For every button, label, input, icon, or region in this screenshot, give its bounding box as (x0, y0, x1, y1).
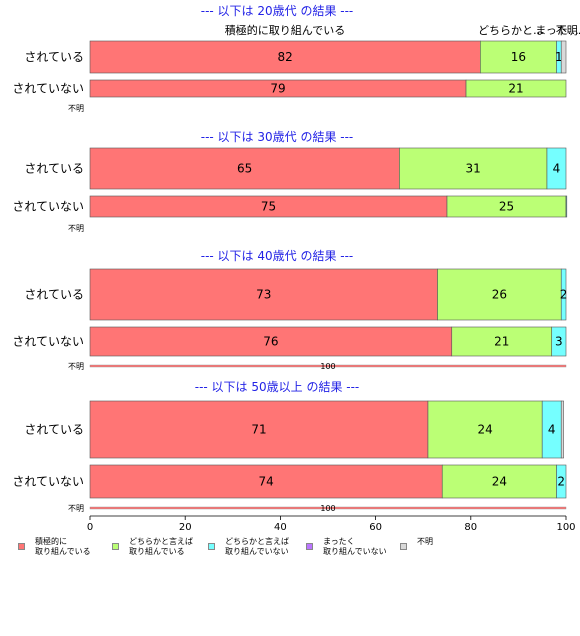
bar-value-label: 2 (557, 475, 565, 489)
row-label: されている (24, 162, 84, 176)
legend-label-line1: 積極的に (35, 537, 67, 546)
bar-value-label: 73 (256, 288, 271, 302)
bar-segment (437, 268, 562, 321)
bar-segment (441, 464, 557, 499)
top-segment-label: 積極的に取り組んでいる (225, 23, 345, 37)
row-label: されていない (12, 475, 84, 489)
x-tick-label: 40 (274, 522, 287, 533)
bar-value-label: 26 (492, 288, 507, 302)
bar-value-label: 79 (270, 82, 285, 96)
bar-segment (399, 147, 548, 190)
bar-segment (451, 326, 553, 357)
bar-value-label: 24 (477, 423, 492, 437)
bar-segment (89, 400, 429, 459)
bar-segment (560, 40, 567, 74)
bar-segment (560, 400, 564, 459)
legend-swatch-active (18, 543, 25, 550)
bar-value-label: 75 (261, 200, 276, 214)
bar-segment (565, 195, 568, 218)
group-title: --- 以下は 20歳代 の結果 --- (201, 4, 354, 18)
row-label: されている (24, 288, 84, 302)
legend-swatch-unknown (400, 543, 407, 550)
bar-segment (560, 268, 567, 321)
bar-value-label: 24 (492, 475, 507, 489)
group-title: --- 以下は 30歳代 の結果 --- (201, 130, 354, 144)
bar-value-label: 65 (237, 162, 252, 176)
row-label: されていない (12, 82, 84, 96)
legend-label-line1: どちらかと言えば (225, 537, 289, 546)
row-label: されている (24, 423, 84, 437)
legend-label-line1: まったく (323, 537, 355, 546)
bar-segment (89, 464, 443, 499)
bar-segment (551, 326, 567, 357)
bar-segment (89, 268, 438, 321)
x-tick-label: 80 (464, 522, 477, 533)
bar-value-label: 71 (251, 423, 266, 437)
top-segment-label: 不明... (556, 24, 580, 37)
bar-value-label: 2 (560, 288, 568, 302)
bar-value-label: 76 (263, 335, 278, 349)
unknown-value-label: 100 (320, 362, 335, 371)
legend-label-line1: 不明 (417, 537, 433, 546)
top-segment-label: まった… (535, 24, 579, 37)
unknown-row-label: 不明 (68, 504, 84, 513)
row-label: されていない (12, 200, 84, 214)
bar-value-label: 4 (548, 423, 556, 437)
x-tick-label: 20 (179, 522, 192, 533)
x-tick-label: 0 (87, 522, 93, 533)
bar-value-label: 16 (511, 50, 526, 64)
unknown-row-label: 不明 (68, 104, 84, 113)
unknown-row-label: 不明 (68, 362, 84, 371)
bar-value-label: 25 (499, 200, 514, 214)
bar-segment (427, 400, 543, 459)
x-tick-label: 60 (369, 522, 382, 533)
legend: 積極的に 取り組んでいる どちらかと言えば 取り組んでいる どちらかと言えば 取… (18, 537, 578, 561)
row-label: されている (24, 50, 84, 64)
group-title: --- 以下は 50歳以上 の結果 --- (195, 380, 360, 394)
bar-segment (465, 79, 567, 98)
legend-label-line2: 取り組んでいる (129, 547, 185, 556)
bar-value-label: 4 (553, 162, 561, 176)
legend-label-line1: どちらかと言えば (129, 537, 193, 546)
bar-segment (89, 326, 453, 357)
bar-segment (89, 147, 400, 190)
unknown-bar (89, 364, 567, 368)
legend-swatch-somewhat-inactive (208, 543, 215, 550)
legend-label-line2: 取り組んでいない (323, 547, 387, 556)
unknown-bar (89, 506, 567, 510)
bar-value-label: 3 (555, 335, 563, 349)
bar-value-label: 82 (278, 50, 293, 64)
bar-value-label: 21 (494, 335, 509, 349)
legend-swatch-somewhat-active (112, 543, 119, 550)
bar-value-label: 21 (508, 82, 523, 96)
row-label: されていない (12, 335, 84, 349)
top-segment-label: どちらかと… (478, 24, 544, 37)
bar-value-label: 1 (555, 50, 563, 64)
bar-value-label: 31 (466, 162, 481, 176)
legend-label-line2: 取り組んでいない (225, 547, 289, 556)
x-tick-label: 100 (556, 522, 575, 533)
unknown-value-label: 100 (320, 504, 335, 513)
legend-label-line2: 取り組んでいる (35, 547, 91, 556)
bar-value-label: 74 (258, 475, 273, 489)
unknown-row-label: 不明 (68, 224, 84, 233)
bar-segment (546, 147, 567, 190)
group-title: --- 以下は 40歳代 の結果 --- (201, 249, 354, 263)
bar-segment (556, 464, 567, 499)
bar-segment (480, 40, 557, 74)
legend-swatch-inactive (306, 543, 313, 550)
